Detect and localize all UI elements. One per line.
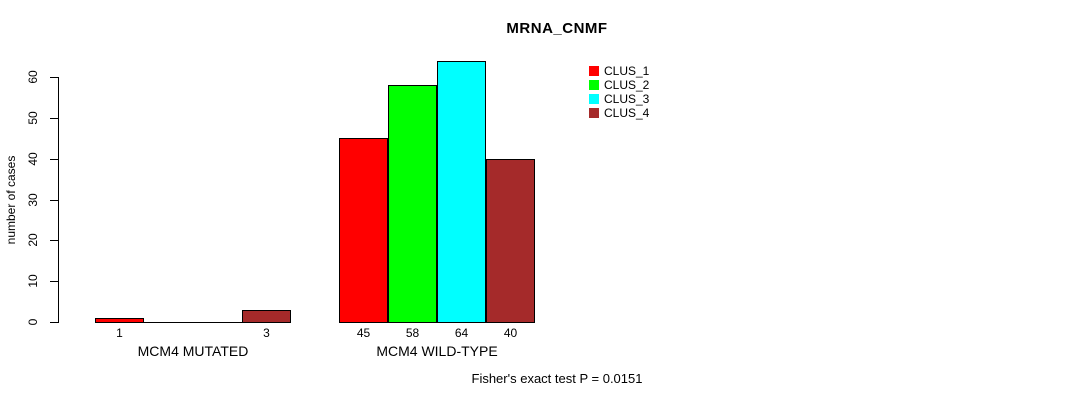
y-axis-label: number of cases — [4, 155, 18, 245]
bar-value-label: 64 — [454, 326, 469, 340]
y-tick-mark — [50, 281, 58, 282]
bar-value-label: 1 — [116, 326, 123, 340]
bar-zero — [144, 322, 193, 323]
y-tick-label: 10 — [26, 274, 40, 288]
bar — [95, 318, 144, 323]
y-axis-line — [58, 77, 59, 323]
y-tick-label: 50 — [26, 111, 40, 125]
y-tick-mark — [50, 200, 58, 201]
legend-swatch — [589, 108, 599, 118]
legend-label: CLUS_2 — [604, 78, 650, 92]
legend-swatch — [589, 80, 599, 90]
stat-annotation: Fisher's exact test P = 0.0151 — [471, 371, 643, 386]
legend-swatch — [589, 66, 599, 76]
chart-title: MRNA_CNMF — [506, 20, 608, 37]
bar-value-label: 3 — [263, 326, 270, 340]
group-label: MCM4 MUTATED — [137, 343, 249, 359]
y-tick-mark — [50, 159, 58, 160]
bar — [486, 159, 535, 323]
y-tick-label: 20 — [26, 233, 40, 247]
bar-value-label: 45 — [356, 326, 371, 340]
bar-zero — [193, 322, 242, 323]
legend-row: CLUS_3 — [589, 92, 649, 106]
group-label: MCM4 WILD-TYPE — [376, 343, 498, 359]
y-tick-mark — [50, 240, 58, 241]
bar-value-label: 58 — [405, 326, 420, 340]
legend: CLUS_1 CLUS_2 CLUS_3 CLUS_4 — [589, 64, 649, 120]
bar — [242, 310, 291, 323]
legend-swatch — [589, 94, 599, 104]
legend-row: CLUS_1 — [589, 64, 649, 78]
legend-row: CLUS_2 — [589, 78, 649, 92]
legend-label: CLUS_1 — [604, 64, 650, 78]
bar-value-label: 40 — [503, 326, 518, 340]
y-tick-mark — [50, 77, 58, 78]
y-tick-label: 60 — [26, 70, 40, 84]
y-tick-label: 30 — [26, 193, 40, 207]
bar — [388, 85, 437, 323]
legend-label: CLUS_3 — [604, 92, 650, 106]
bar — [339, 138, 388, 323]
legend-row: CLUS_4 — [589, 106, 649, 120]
y-tick-label: 40 — [26, 152, 40, 166]
bar — [437, 61, 486, 323]
legend-label: CLUS_4 — [604, 106, 650, 120]
y-tick-mark — [50, 118, 58, 119]
y-tick-mark — [50, 322, 58, 323]
y-tick-label: 0 — [26, 318, 40, 326]
